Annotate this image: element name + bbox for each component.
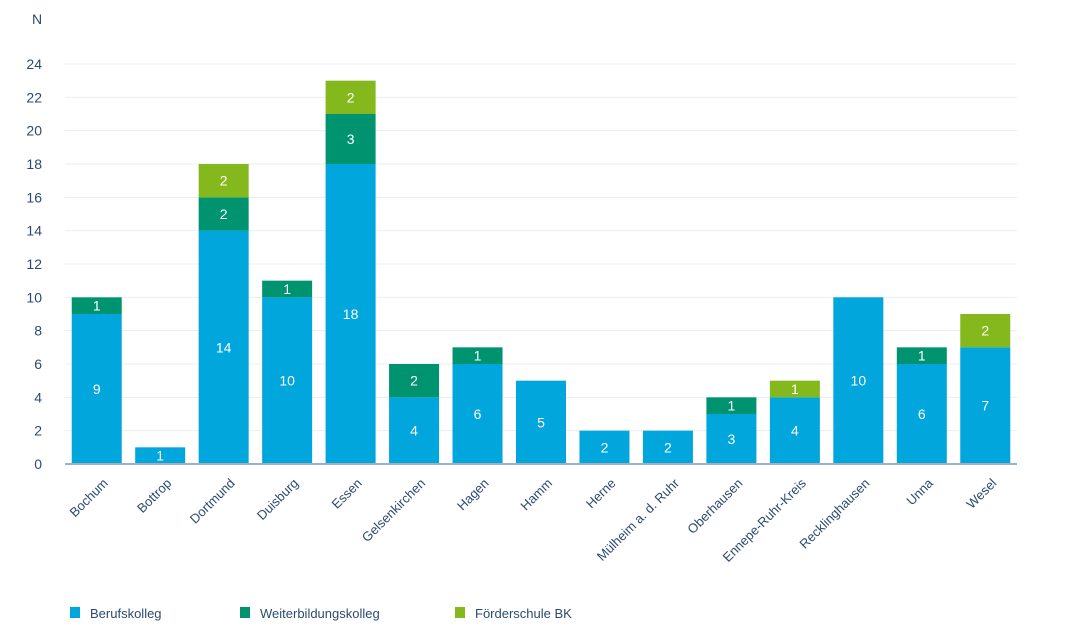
data-label: 7 [981,398,989,414]
data-label: 9 [93,381,101,397]
y-tick-label: 16 [26,189,42,205]
y-tick-label: 4 [34,389,42,405]
bar-segment [769,380,820,398]
bar-segment [71,314,122,464]
x-tick-label: Bochum [67,476,111,520]
y-tick-label: 8 [34,323,42,339]
bar-segment [325,164,376,464]
data-label: 1 [156,448,164,464]
data-label: 4 [791,423,799,439]
bar-segment [198,230,249,464]
data-label: 2 [220,206,228,222]
x-tick-label: Hagen [454,476,492,514]
data-label: 5 [537,414,545,430]
bar-segment [769,397,820,464]
bar-segment [325,114,376,164]
bar-segment [389,364,440,398]
bar-segment [579,430,630,464]
data-label: 1 [93,298,101,314]
y-axis-label: N [32,11,42,27]
bar-segment [198,164,249,198]
data-label: 2 [220,173,228,189]
data-label: 4 [410,423,418,439]
bar-segment [389,397,440,464]
bar-segment [516,380,566,464]
data-label: 10 [279,373,295,389]
x-tick-label: Hamm [517,476,555,514]
y-tick-label: 10 [26,289,42,305]
x-tick-label: Oberhausen [684,476,745,537]
legend-label: Berufskolleg [90,606,162,621]
bar-segment [198,197,249,231]
data-label: 2 [664,439,672,455]
y-tick-label: 6 [34,356,42,372]
legend-label: Förderschule BK [475,606,572,621]
x-tick-label: Dortmund [187,476,238,527]
data-label: 2 [347,89,355,105]
data-label: 10 [851,373,867,389]
x-tick-label: Unna [903,475,936,508]
bar-segment [71,297,122,314]
data-label: 1 [791,381,799,397]
y-tick-label: 20 [26,123,42,139]
bar-segment [452,347,503,364]
data-label: 1 [474,348,482,364]
bar-segment [262,280,313,298]
x-tick-label: Essen [329,476,365,512]
bar-segment [452,364,503,464]
bar-segment [896,347,947,364]
data-label: 3 [347,131,355,147]
data-label: 1 [918,348,926,364]
data-label: 2 [981,323,989,339]
y-tick-label: 0 [34,456,42,472]
bar-segment [135,447,186,464]
data-label: 6 [474,406,482,422]
data-label: 2 [601,439,609,455]
y-tick-label: 12 [26,256,42,272]
data-label: 1 [728,398,736,414]
bar-segment [325,80,376,114]
legend: Berufskolleg Weiterbildungskolleg Fördersc… [70,606,572,621]
legend-swatch [70,607,80,618]
bar-segment [262,297,313,464]
data-label: 14 [216,339,232,355]
y-tick-label: 2 [34,423,42,439]
data-label: 1 [283,281,291,297]
bar-segment [706,397,757,414]
legend-swatch [240,607,250,618]
legend-swatch [455,607,465,618]
data-label: 3 [728,431,736,447]
y-tick-label: 18 [26,156,42,172]
bar-segment [960,314,1011,348]
x-tick-label: Duisburg [254,476,301,523]
y-tick-label: 24 [26,56,42,72]
y-tick-label: 22 [26,89,42,105]
x-tick-label: Herne [583,476,619,512]
x-tick-label: Gelsenkirchen [359,476,428,545]
x-tick-labels: Bochum Bottrop Dortmund Duisburg EssenGelsen… [67,475,1000,565]
bar-segment [706,414,757,464]
bar-segment [896,364,947,464]
data-label: 18 [343,306,359,322]
x-tick-label: Wesel [963,475,999,511]
bar-segment [960,347,1011,464]
x-tick-label: Bottrop [134,476,174,516]
y-tick-label: 14 [26,223,42,239]
bar-segment [833,297,884,464]
bar-segment [642,430,693,464]
data-label: 2 [410,373,418,389]
legend-label: Weiterbildungskolleg [260,606,380,621]
data-label: 6 [918,406,926,422]
